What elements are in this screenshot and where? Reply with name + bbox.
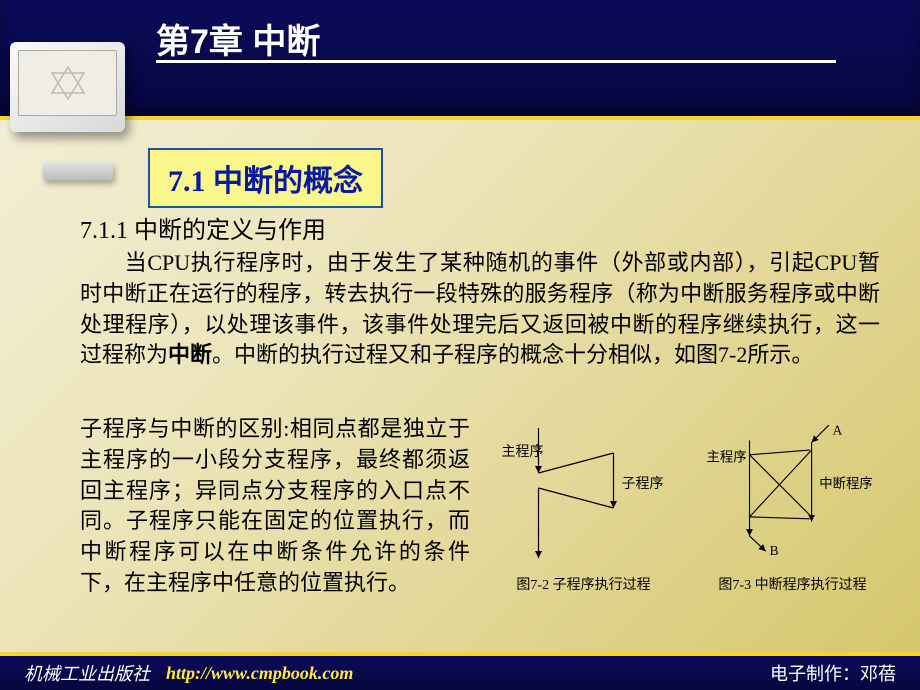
para1-post: 。中断的执行过程又和子程序的概念十分相似，如图7-2所示。 <box>212 342 813 367</box>
figure-7-3: A B 主程序 中断程序 图7-3 中断程序执行过程 <box>697 418 888 618</box>
fig73-label-main: 主程序 <box>707 449 747 464</box>
monitor-icon <box>10 42 145 162</box>
section-heading: 7.1 中断的概念 <box>148 148 383 208</box>
subsection-heading: 7.1.1 中断的定义与作用 <box>80 210 326 245</box>
figure-7-2: 主程序 子程序 图7-2 子程序执行过程 <box>488 418 679 618</box>
footer-publisher: 机械工业出版社 <box>24 660 150 686</box>
fig73-caption: 图7-3 中断程序执行过程 <box>718 574 866 594</box>
chapter-title: 第7章 中断 <box>156 14 320 63</box>
footer-url: http://www.cmpbook.com <box>166 663 353 684</box>
slide: 第7章 中断 7.1 中断的概念 7.1.1 中断的定义与作用 当CPU执行程序… <box>0 0 920 690</box>
monitor-screen <box>18 50 117 116</box>
figures-row: 主程序 子程序 图7-2 子程序执行过程 A <box>488 418 888 618</box>
monitor-body <box>10 42 125 132</box>
fig73-svg: A B 主程序 中断程序 <box>697 418 888 568</box>
footer-bar: 机械工业出版社 http://www.cmpbook.com 电子制作：邓蓓 <box>0 652 920 690</box>
fig72-label-sub: 子程序 <box>622 476 664 492</box>
fig72-caption: 图7-2 子程序执行过程 <box>516 574 650 594</box>
fig72-label-main: 主程序 <box>502 444 544 460</box>
footer-credit: 电子制作：邓蓓 <box>770 660 896 686</box>
paragraph-1: 当CPU执行程序时，由于发生了某种随机的事件（外部或内部），引起CPU暂时中断正… <box>80 248 880 371</box>
fig73-label-int: 中断程序 <box>819 476 872 491</box>
title-underline <box>156 60 836 63</box>
fig72-svg: 主程序 子程序 <box>488 418 679 568</box>
fig73-label-A: A <box>833 423 843 438</box>
monitor-stand <box>43 162 113 180</box>
para1-bold: 中断 <box>168 342 212 367</box>
fig73-label-B: B <box>770 543 779 558</box>
paragraph-2: 子程序与中断的区别:相同点都是独立于主程序的一小段分支程序，最终都须返回主程序；… <box>80 414 470 599</box>
